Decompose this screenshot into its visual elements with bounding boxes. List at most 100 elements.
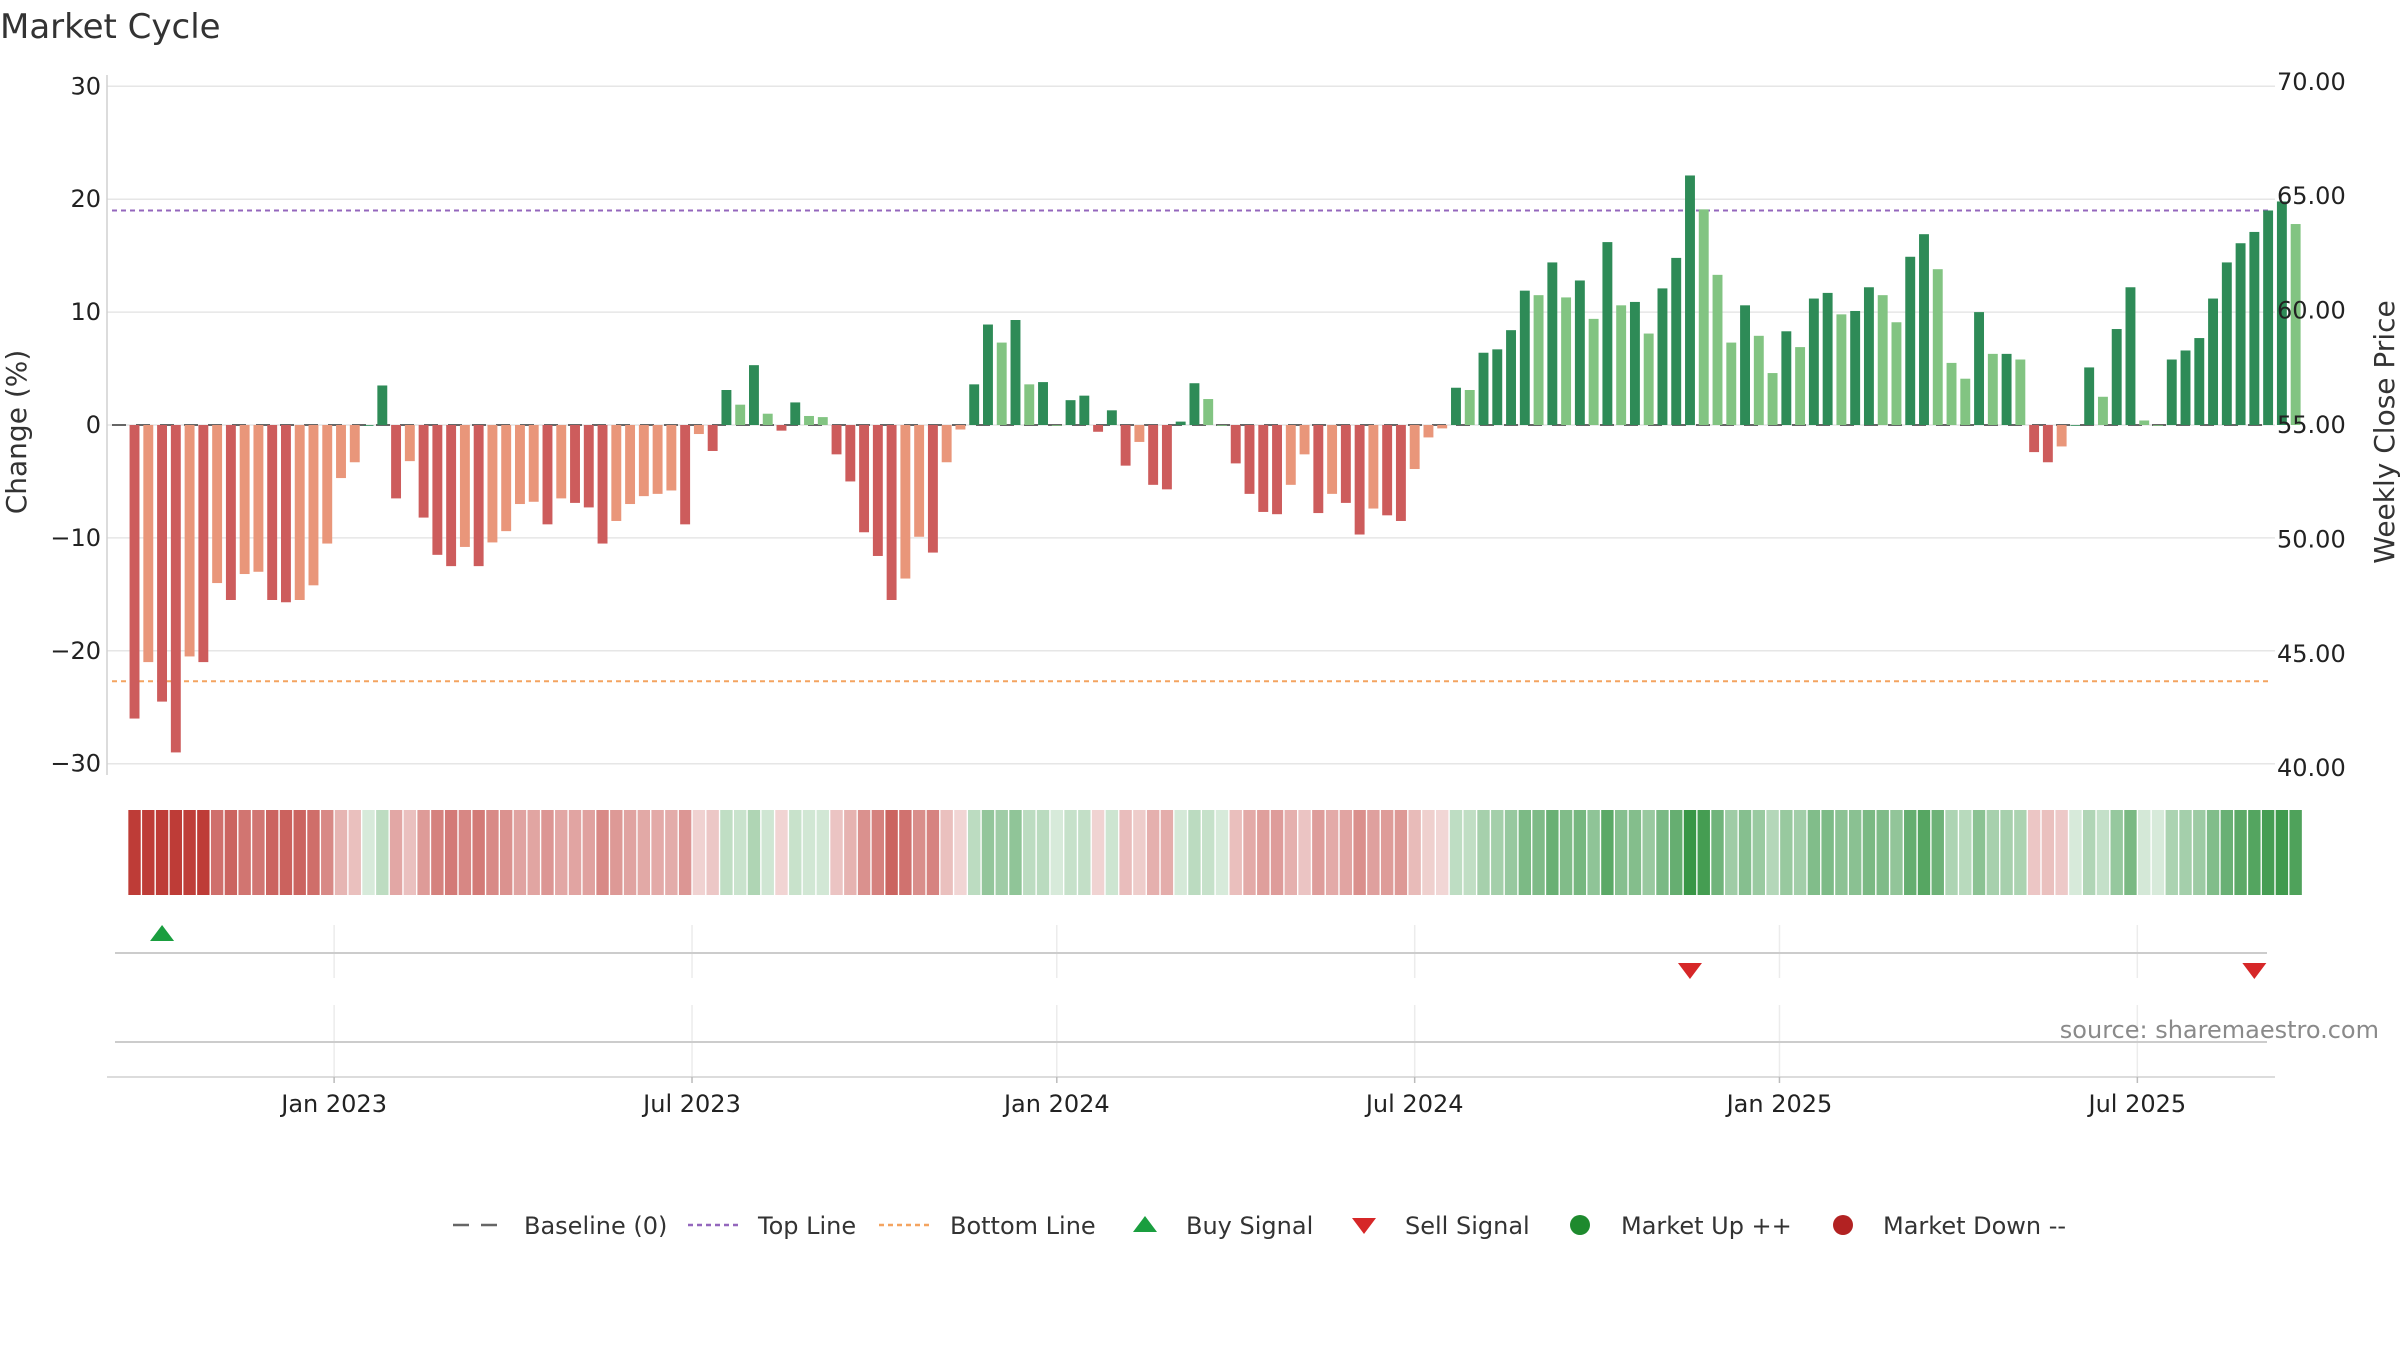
change-bar: [2290, 224, 2301, 425]
strip-cell: [293, 810, 306, 895]
strip-cell: [1174, 810, 1187, 895]
strip-cell: [2179, 810, 2192, 895]
x-axis-ticks: Jan 2023 Jul 2023 Jan 2024 Jul 2024 Jan 2025…: [279, 1077, 2186, 1118]
strip-cell: [1835, 810, 1848, 895]
change-bar: [501, 425, 512, 532]
legend-buy-signal-label: Buy Signal: [1186, 1212, 1313, 1240]
change-bar: [638, 425, 649, 497]
legend-sell-signal-icon: [1352, 1218, 1376, 1234]
strip-cell: [444, 810, 458, 895]
strip-cell: [2027, 810, 2041, 895]
change-bar: [1822, 292, 1833, 425]
change-bar: [1175, 421, 1186, 425]
strip-cell: [1367, 810, 1380, 895]
buy-signal-marker: [150, 925, 175, 941]
strip-cell: [265, 810, 279, 895]
change-bar: [294, 425, 305, 600]
change-bar: [1299, 425, 1310, 455]
change-bar: [1354, 425, 1365, 535]
x-tick-label: Jul 2024: [1364, 1090, 1464, 1118]
change-bar: [2070, 425, 2081, 426]
change-bar: [2263, 210, 2274, 425]
change-bar: [969, 384, 980, 425]
y2-tick-label: 40.00: [2277, 754, 2346, 782]
strip-cell: [1752, 810, 1766, 895]
strip-cell: [431, 810, 444, 895]
strip-cell: [1807, 810, 1821, 895]
strip-cell: [1491, 810, 1504, 895]
change-bar: [129, 425, 140, 719]
strip-cell: [885, 810, 898, 895]
change-bar: [487, 425, 498, 543]
legend-baseline-label: Baseline (0): [524, 1212, 667, 1240]
change-bar: [1382, 425, 1393, 516]
change-bar: [212, 425, 223, 584]
y-tick-label: −30: [50, 750, 101, 778]
change-bar: [1753, 335, 1764, 425]
change-bar: [349, 425, 360, 463]
strip-cell: [830, 810, 843, 895]
change-bar: [2221, 262, 2232, 425]
change-bar: [1161, 425, 1172, 490]
change-bar: [1024, 384, 1035, 425]
change-bar: [542, 425, 553, 525]
change-bar: [859, 425, 870, 533]
change-bar: [1148, 425, 1159, 485]
change-bar: [886, 425, 897, 600]
strip-cell: [499, 810, 513, 895]
change-bar: [900, 425, 911, 579]
strip-cell: [527, 810, 540, 895]
change-bar: [2042, 425, 2053, 463]
change-bar: [1065, 400, 1076, 425]
change-bar: [707, 425, 718, 451]
strip-cell: [458, 810, 472, 895]
strip-cell: [169, 810, 183, 895]
change-bar: [2097, 396, 2108, 425]
change-bar: [2001, 353, 2012, 425]
sell-signal-marker: [2242, 963, 2267, 979]
strip-cell: [321, 810, 334, 895]
strip-cell: [403, 810, 417, 895]
strip-cell: [210, 810, 224, 895]
strip-cell: [541, 810, 554, 895]
strip-cell: [1023, 810, 1036, 895]
change-bar: [2194, 338, 2205, 425]
strip-cell: [706, 810, 719, 895]
strip-cell: [954, 810, 967, 895]
strip-cell: [1091, 810, 1105, 895]
strip-cell: [1064, 810, 1077, 895]
change-bar: [253, 425, 264, 572]
change-bar: [2139, 420, 2150, 425]
strip-cell: [2193, 810, 2206, 895]
strip-cell: [555, 810, 568, 895]
change-bar: [1547, 262, 1558, 425]
change-bar: [2029, 425, 2040, 453]
strip-cell: [1780, 810, 1793, 895]
strip-cell: [1243, 810, 1256, 895]
legend-market-up-label: Market Up ++: [1621, 1212, 1792, 1240]
strip-cell: [1876, 810, 1889, 895]
change-bar: [1561, 297, 1572, 425]
chart-title: Market Cycle: [0, 7, 221, 47]
change-bar: [1327, 425, 1338, 494]
strip-cell: [844, 810, 857, 895]
strip-cell: [1959, 810, 1972, 895]
strip-cell: [1917, 810, 1931, 895]
change-bar: [1877, 295, 1888, 425]
change-bar: [363, 425, 374, 426]
change-bar: [611, 425, 622, 521]
change-bar: [1340, 425, 1351, 503]
change-bar: [1134, 425, 1145, 442]
strip-cell: [2275, 810, 2289, 895]
strip-cell: [1133, 810, 1146, 895]
strip-cell: [789, 810, 802, 895]
change-bar: [1574, 280, 1585, 425]
strip-cell: [2248, 810, 2261, 895]
strip-cell: [1628, 810, 1642, 895]
change-bar: [1285, 425, 1296, 485]
change-bar: [2276, 201, 2287, 425]
strip-cell: [568, 810, 582, 895]
strip-cell: [252, 810, 265, 895]
change-bar: [983, 324, 993, 425]
